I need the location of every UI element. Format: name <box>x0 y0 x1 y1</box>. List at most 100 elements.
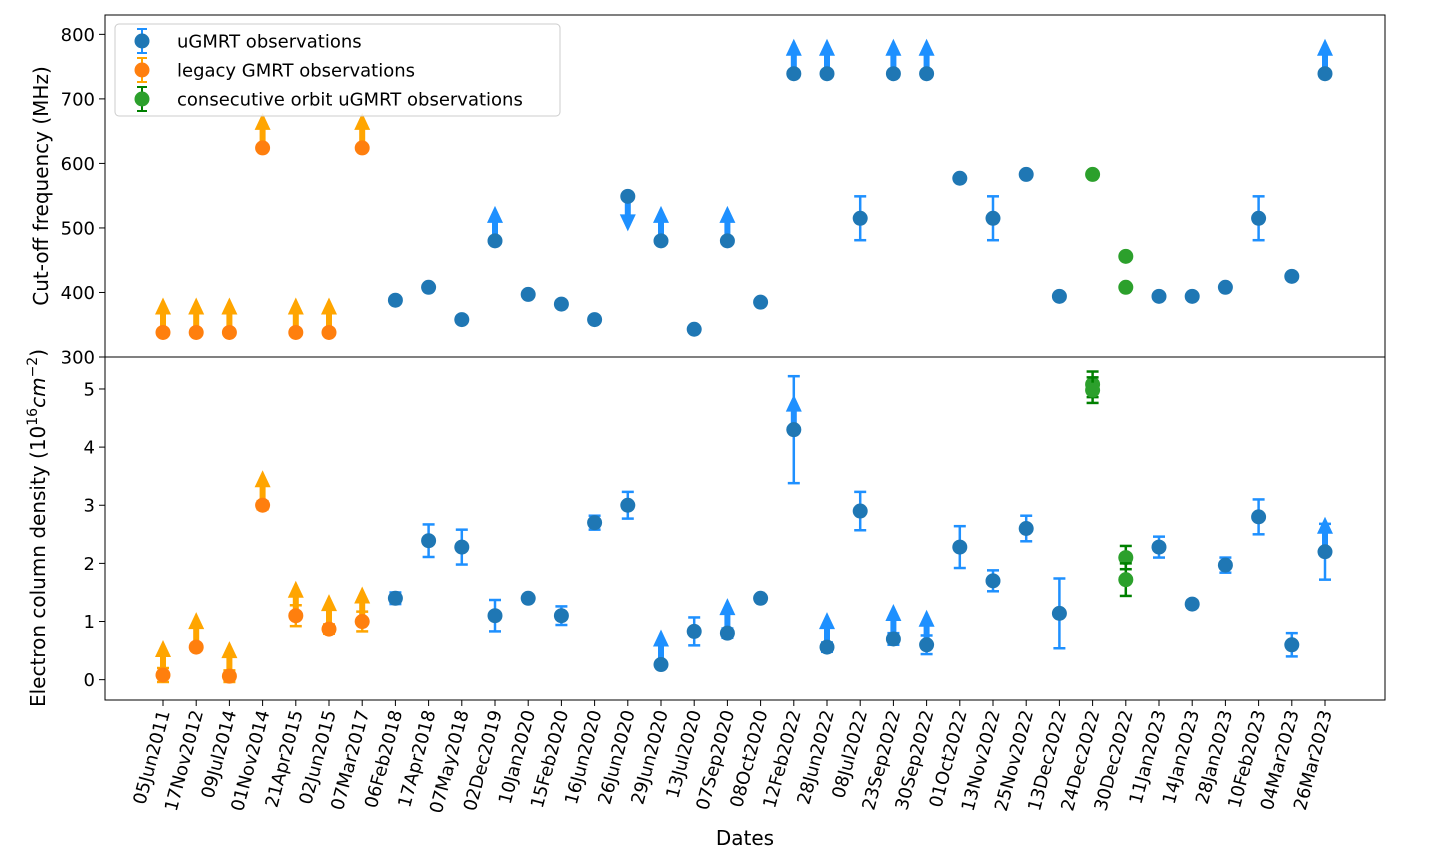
y-tick-label: 2 <box>84 554 95 575</box>
data-point <box>1118 248 1134 264</box>
data-point <box>254 112 271 156</box>
data-marker <box>587 515 603 531</box>
y-label-part: ) <box>26 349 50 357</box>
data-marker <box>421 533 437 549</box>
y-tick-label: 3 <box>84 496 95 517</box>
data-marker <box>255 497 271 513</box>
data-point <box>1051 577 1067 650</box>
data-point <box>885 603 902 647</box>
limit-arrow <box>1317 38 1333 74</box>
data-marker <box>819 639 835 655</box>
limit-arrow <box>885 603 902 639</box>
data-point <box>852 195 868 242</box>
data-marker <box>1118 248 1134 264</box>
data-marker <box>1217 557 1233 573</box>
data-marker <box>354 140 370 156</box>
data-marker <box>686 623 702 639</box>
limit-arrow <box>287 297 304 333</box>
bottom-panel: 0 1 2 3 4 5 Electron column density (1016cm−2) <box>25 349 1386 707</box>
data-marker <box>653 657 669 673</box>
data-marker <box>1018 521 1034 536</box>
data-point <box>188 297 205 340</box>
data-marker <box>620 188 636 204</box>
limit-arrow <box>188 297 205 333</box>
data-marker <box>188 639 204 655</box>
data-point <box>819 38 835 82</box>
data-marker <box>620 497 636 513</box>
limit-arrow <box>155 297 171 333</box>
data-point <box>155 640 171 684</box>
data-point <box>520 590 536 606</box>
data-point <box>1085 166 1101 182</box>
y-tick-label: 400 <box>61 283 95 304</box>
y-axis-label: Cut-off frequency (MHz) <box>29 66 53 306</box>
data-marker <box>753 590 769 606</box>
data-point <box>354 112 371 156</box>
limit-arrow <box>155 640 171 676</box>
y-tick-label: 500 <box>61 218 95 239</box>
data-point <box>287 297 304 340</box>
data-point <box>1284 268 1300 284</box>
top-panel: 300 400 500 600 700 800 Cut-off frequency (MHz… <box>29 14 1386 369</box>
data-marker <box>354 614 370 630</box>
y-tick-label: 5 <box>84 379 95 400</box>
data-point <box>1184 596 1200 612</box>
limit-arrow <box>321 594 337 630</box>
limit-arrow <box>918 609 935 645</box>
data-point <box>619 188 636 232</box>
data-point <box>520 286 536 302</box>
y-label-part: 16 <box>25 408 41 426</box>
data-point <box>852 490 868 532</box>
data-point <box>1118 279 1134 295</box>
data-point <box>952 524 968 570</box>
data-marker <box>520 286 536 302</box>
data-point <box>1284 631 1300 658</box>
data-point <box>454 312 470 328</box>
data-point <box>553 296 569 312</box>
legend-label: consecutive orbit uGMRT observations <box>177 90 523 111</box>
data-point <box>785 38 802 82</box>
data-marker <box>919 66 935 82</box>
data-marker <box>786 422 802 438</box>
data-point <box>387 292 403 308</box>
data-point <box>653 629 669 673</box>
x-axis-label: Dates <box>716 826 774 850</box>
data-marker <box>1184 596 1200 612</box>
data-point <box>1118 562 1134 598</box>
data-point <box>354 586 371 633</box>
legend-label: uGMRT observations <box>177 32 362 53</box>
y-tick-label: 700 <box>61 89 95 110</box>
limit-arrow <box>254 470 271 506</box>
data-marker <box>454 312 470 328</box>
data-marker <box>753 294 769 310</box>
legend-marker <box>134 62 150 78</box>
plot-frame <box>104 356 1386 701</box>
data-marker <box>686 321 702 337</box>
data-marker <box>1317 66 1333 82</box>
data-marker <box>1284 268 1300 284</box>
data-point <box>188 612 205 655</box>
data-marker <box>255 140 271 156</box>
data-point <box>454 528 470 566</box>
data-point <box>719 598 736 641</box>
data-point <box>1251 195 1267 242</box>
legend-marker <box>134 91 150 107</box>
legend-label: legacy GMRT observations <box>177 61 415 82</box>
data-point <box>719 205 736 249</box>
limit-arrow <box>287 580 304 616</box>
data-point <box>653 205 669 249</box>
data-point <box>321 594 337 637</box>
data-point <box>1085 376 1101 405</box>
data-point <box>686 616 702 647</box>
data-point <box>819 612 835 655</box>
limit-arrow <box>354 586 371 622</box>
data-point <box>1151 288 1167 304</box>
data-marker <box>487 233 503 249</box>
data-marker <box>719 625 735 641</box>
data-point <box>587 514 603 531</box>
data-point <box>421 523 437 559</box>
data-marker <box>1118 572 1134 588</box>
legend-entry: consecutive orbit uGMRT observations <box>134 86 523 112</box>
data-marker <box>1151 288 1167 304</box>
